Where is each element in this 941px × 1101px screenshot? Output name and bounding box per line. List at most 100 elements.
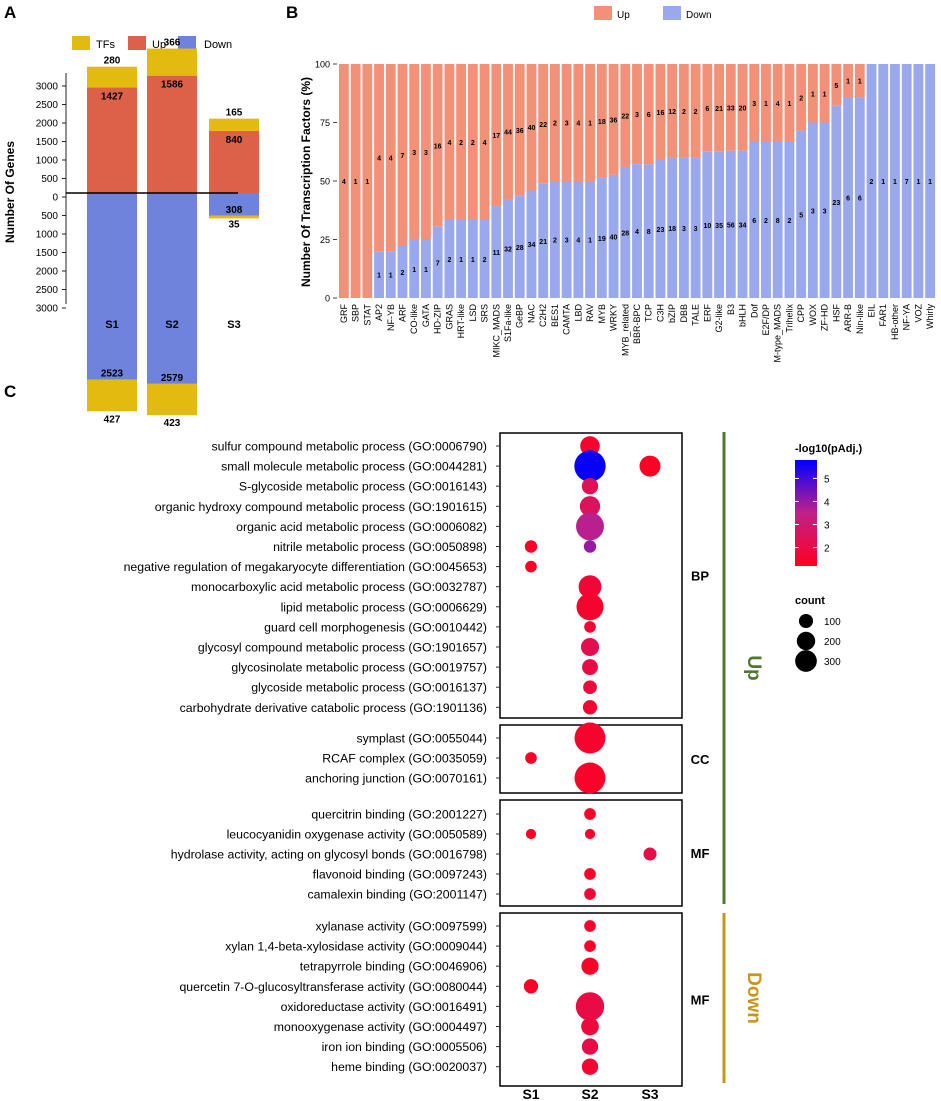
label-up: 36	[516, 128, 524, 135]
bar-up	[585, 64, 596, 181]
label-down: 2	[447, 257, 451, 264]
bar-up	[479, 64, 490, 220]
family-label: TCP	[644, 304, 654, 322]
label-up: 7	[401, 153, 405, 160]
legend-label-down-b: Down	[686, 10, 712, 21]
legend-label-up: Up	[152, 39, 166, 51]
term-label: S-glycoside metabolic process (GO:001614…	[239, 480, 487, 494]
bar-tfs-up	[87, 66, 137, 88]
bar-up	[807, 64, 818, 123]
size-legend: count 100 200 300	[795, 595, 841, 672]
bar-down	[87, 193, 137, 380]
bar-down	[538, 183, 549, 298]
family-label: WOX	[808, 304, 818, 326]
family-label: bZIP	[667, 304, 677, 323]
bar-down	[878, 64, 889, 298]
bar-tfs-down	[147, 383, 197, 416]
term-label: oxidoreductase activity (GO:0016491)	[281, 1000, 487, 1014]
family-label: SBP	[351, 304, 361, 322]
bar-up	[714, 64, 725, 152]
bar-up	[549, 64, 560, 181]
bar-tfs-up	[147, 48, 197, 76]
dot	[524, 540, 538, 553]
term-label: carbohydrate derivative catabolic proces…	[180, 701, 487, 715]
bar-up	[385, 64, 396, 252]
bar-up	[596, 64, 607, 178]
bar-up	[444, 64, 455, 220]
up-direction-label: Up	[743, 655, 764, 680]
dot	[584, 888, 596, 900]
label-down: 28	[516, 245, 524, 252]
facet-frame	[499, 432, 683, 719]
dot	[584, 828, 596, 840]
family-label: NF-YB	[386, 304, 396, 331]
legend-label-up-b: Up	[617, 10, 630, 21]
label-tfs-up: 366	[164, 38, 181, 49]
family-label: SRS	[480, 304, 490, 323]
family-label: HD-ZIP	[433, 304, 443, 334]
bar-down	[913, 64, 924, 298]
category-label: S2	[165, 319, 178, 331]
label-down: 308	[226, 205, 243, 216]
label-down: 6	[858, 196, 862, 203]
label-down: 7	[436, 260, 440, 267]
label-down: 1	[424, 267, 428, 274]
bar-down	[549, 181, 560, 298]
label-up: 1	[787, 101, 791, 108]
label-up: 18	[598, 119, 606, 126]
bar-up	[573, 64, 584, 181]
legend-swatch-down-b	[663, 6, 681, 20]
label-up: 4	[377, 156, 381, 163]
dot	[584, 621, 596, 633]
label-down: 1	[893, 179, 897, 186]
family-label: CO-like	[409, 304, 419, 334]
label-up: 2	[694, 109, 698, 116]
bar-up	[749, 64, 760, 142]
group-label: BP	[691, 569, 709, 584]
label-down: 1	[471, 257, 475, 264]
bar-down	[209, 193, 259, 216]
bar-down	[890, 64, 900, 298]
label-up: 22	[621, 113, 629, 120]
legend-label-tfs: TFs	[96, 39, 115, 51]
term-label: heme binding (GO:0020037)	[331, 1060, 487, 1074]
term-label: iron ion binding (GO:0005506)	[322, 1040, 487, 1054]
bar-down	[690, 157, 701, 298]
dot	[581, 1038, 599, 1055]
dot	[575, 992, 605, 1021]
family-label: C2H2	[538, 304, 548, 327]
ytick-label: 3000	[36, 82, 59, 93]
ytick-label: 25	[320, 235, 330, 245]
bar-down	[737, 150, 748, 298]
family-label: MYB_related	[620, 304, 630, 356]
category-label: S3	[227, 319, 240, 331]
label-up: 36	[610, 117, 618, 124]
label-down: 1	[928, 179, 932, 186]
family-label: CPP	[796, 304, 806, 323]
label-down: 11	[493, 250, 501, 257]
bar-up	[87, 87, 137, 193]
label-up: 44	[504, 130, 512, 137]
color-legend-gradient	[795, 460, 817, 566]
bar-up	[503, 64, 513, 200]
dot	[580, 637, 600, 657]
term-label: glycoside metabolic process (GO:0016137)	[251, 681, 487, 695]
bar-down	[432, 226, 443, 298]
label-up: 6	[647, 112, 651, 119]
family-label: MYB	[597, 304, 607, 324]
down-direction-label: Down	[743, 972, 764, 1024]
label-up: 1	[588, 121, 592, 128]
label-down: 2523	[101, 369, 124, 380]
bar-down	[503, 199, 513, 298]
label-up: 16	[657, 110, 665, 117]
label-down: 21	[539, 239, 547, 246]
bar-down	[761, 142, 771, 298]
family-label: GeBP	[515, 304, 525, 328]
term-label: leucocyanidin oxygenase activity (GO:005…	[227, 828, 487, 842]
label-up: 3	[752, 101, 756, 108]
ytick-label: 1000	[36, 230, 59, 241]
label-tfs-down: 423	[164, 418, 181, 429]
family-label: Nin-like	[855, 304, 865, 334]
term-label: monooxygenase activity (GO:0004497)	[274, 1020, 487, 1034]
bar-down	[385, 251, 396, 298]
